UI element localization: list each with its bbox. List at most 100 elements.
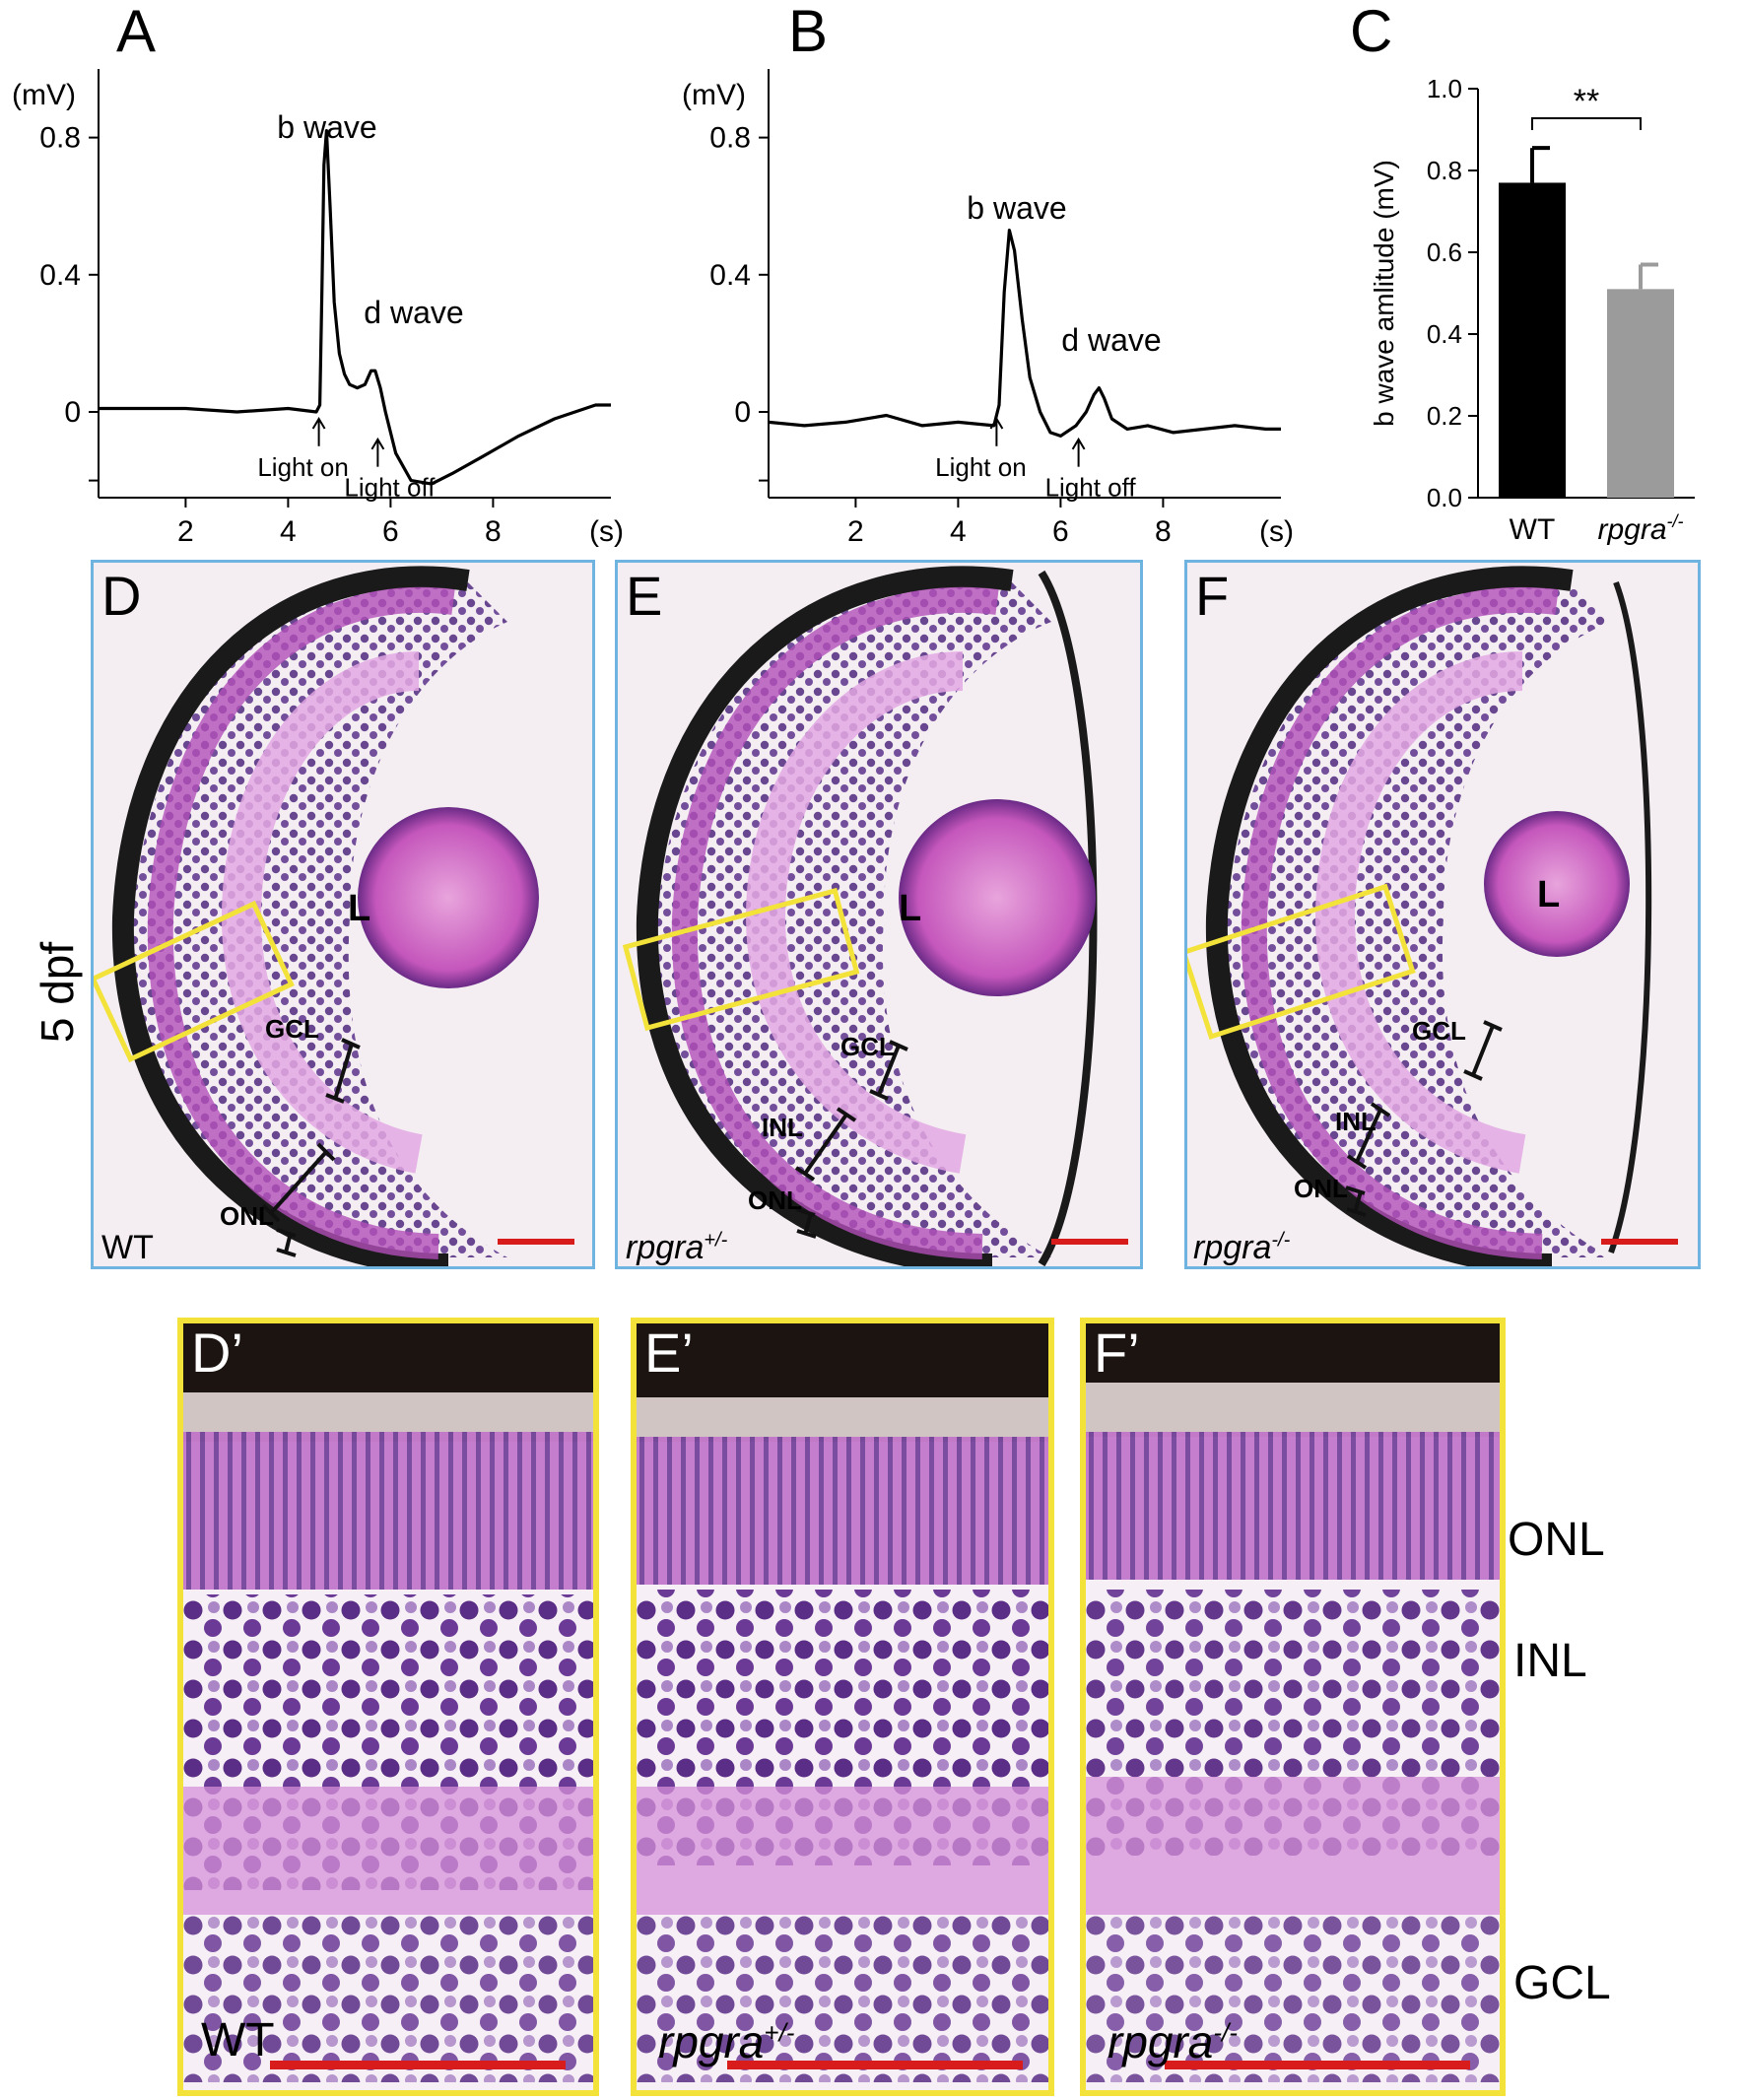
zoom-tissue-het [637, 1323, 1048, 2082]
retina-section-wt [94, 566, 574, 1266]
histology-panel-het: L GCL INL ONL E rpgra+/- [615, 560, 1143, 1269]
panel-letter-e: E [626, 565, 663, 627]
erg-chart-rpgra: (mV) (s) 0 0.4 0.8 2 4 6 8 b wave d wave Light on Li… [682, 69, 1294, 548]
chart-b-y-tick-label: 0.4 [709, 259, 751, 292]
chart-a-x-tick-label: 6 [382, 515, 399, 548]
chart-b-b-wave-label: b wave [967, 190, 1066, 226]
genotype-label-d: WT [101, 1229, 154, 1266]
chart-a-light-off-arrowhead [370, 437, 385, 450]
chart-c-y-tick-label: 0.6 [1427, 237, 1462, 267]
chart-c-bar [1499, 182, 1566, 498]
genotype-label-dp: WT [201, 2014, 275, 2066]
scale-bar-het [1051, 1239, 1128, 1245]
retina-section-ko [1187, 566, 1678, 1266]
genotype-sup-f: -/- [1271, 1229, 1291, 1252]
histology-panel-ko: L GCL INL ONL F rpgra-/- [1184, 560, 1701, 1269]
chart-a-light-on-label: Light on [257, 452, 349, 482]
chart-c-y-tick-label: 0.8 [1427, 156, 1462, 185]
chart-b-x-tick-label: 2 [847, 515, 864, 548]
panel-letter-a: A [116, 0, 157, 64]
lens [1484, 811, 1630, 957]
gcl-label-wt: GCL [265, 1014, 319, 1044]
chart-c-significance-stars: ** [1574, 83, 1599, 120]
onl-label-het: ONL [748, 1185, 802, 1215]
chart-b-light-on-label: Light on [935, 452, 1027, 482]
genotype-label-e: rpgra+/- [626, 1229, 727, 1266]
gcl-label-ko: GCL [1412, 1016, 1466, 1046]
scale-bar-zoom-ko [1165, 2061, 1470, 2069]
zoom-box-ko [1187, 883, 1416, 1041]
chart-b-x-tick-label: 8 [1155, 515, 1172, 548]
chart-a-light-on-arrowhead [311, 417, 326, 430]
stage-label-wrap: 5 dpf [18, 897, 97, 1074]
chart-a-trace [99, 129, 611, 486]
lens-label-ko: L [1537, 874, 1561, 915]
onl-label-ko: ONL [1294, 1174, 1348, 1203]
genotype-sup-ep: +/- [764, 2017, 795, 2048]
zoom-tissue-wt [183, 1323, 593, 2082]
genotype-sup-fp: -/- [1213, 2017, 1238, 2048]
chart-b-x-tick-label: 4 [950, 515, 967, 548]
erg-chart-wt: (mV) (s) 0 0.4 0.8 2 4 6 8 b wave d wave Light onLi… [12, 69, 624, 548]
chart-c-bar [1607, 289, 1674, 498]
chart-b-y-tick-label: 0.8 [709, 122, 751, 155]
lens [358, 807, 539, 988]
lens [899, 799, 1096, 996]
chart-a-y-tick-label: 0.4 [39, 259, 81, 292]
chart-c-y-label: b wave amlitude (mV) [1369, 160, 1399, 427]
chart-c-x-tick-label: rpgra-/- [1597, 511, 1683, 546]
scale-bar-zoom-het [727, 2061, 1023, 2069]
chart-b-light-on-arrowhead [989, 417, 1004, 430]
onl-label-wt: ONL [220, 1201, 274, 1231]
panel-letter-c: C [1350, 0, 1393, 64]
gcl-label-het: GCL [840, 1032, 895, 1061]
panel-letter-d: D [101, 565, 142, 627]
zoom-panel-wt: D’ WT [177, 1318, 599, 2096]
chart-a-d-wave-label: d wave [364, 295, 463, 330]
panel-letter-ep: E’ [644, 1321, 694, 1384]
lens-label-wt: L [348, 888, 371, 929]
chart-a-b-wave-label: b wave [277, 109, 376, 145]
zoom-gcl-label: GCL [1513, 1957, 1611, 2009]
zoom-panel-het: E’ rpgra+/- [631, 1318, 1054, 2096]
zoom-tissue-ko [1086, 1323, 1500, 2082]
chart-b-light-off-arrowhead [1071, 437, 1086, 450]
chart-a-x-tick-label: 4 [280, 515, 297, 548]
inl-label-het: INL [762, 1113, 803, 1142]
chart-a-x-unit: (s) [589, 515, 624, 548]
retina-section-het [622, 566, 1128, 1266]
b-wave-bar-chart: 0.0 0.2 0.4 0.6 0.8 1.0 b wave amlitude (mV) WT… [1369, 74, 1695, 546]
genotype-base-fp: rpgra [1108, 2016, 1214, 2067]
chart-b-x-tick-label: 6 [1052, 515, 1069, 548]
stage-label: 5 dpf [32, 941, 83, 1044]
zoom-panel-ko: F’ rpgra-/- [1080, 1318, 1506, 2096]
zoom-inl-label: INL [1513, 1635, 1587, 1687]
chart-c-y-tick-label: 0.2 [1427, 401, 1462, 431]
chart-c-significance-bracket [1531, 117, 1642, 130]
panel-letter-b: B [788, 0, 829, 64]
chart-a-light-off-label: Light off [344, 473, 436, 503]
genotype-base-ep: rpgra [658, 2016, 765, 2067]
lens-label-het: L [899, 888, 922, 929]
zoom-box-het [622, 887, 860, 1032]
genotype-label-fp: rpgra-/- [1108, 2015, 1238, 2068]
genotype-base-f: rpgra [1193, 1229, 1272, 1266]
genotype-base-e: rpgra [626, 1229, 705, 1266]
genotype-label-ep: rpgra+/- [658, 2015, 794, 2068]
scale-bar-zoom-wt [270, 2061, 566, 2069]
chart-a-y-tick-label: 0 [64, 396, 81, 429]
panel-letter-fp: F’ [1094, 1321, 1140, 1384]
scale-bar-wt [498, 1239, 574, 1245]
chart-c-y-tick-label: 0.4 [1427, 319, 1462, 349]
scale-bar-ko [1601, 1239, 1678, 1245]
zoom-onl-label: ONL [1508, 1514, 1605, 1566]
chart-c-y-tick-label: 0.0 [1427, 483, 1462, 512]
chart-b-trace [768, 229, 1281, 438]
genotype-label-f: rpgra-/- [1193, 1229, 1291, 1266]
panel-letter-f: F [1195, 565, 1230, 627]
chart-b-d-wave-label: d wave [1061, 322, 1161, 358]
chart-b-y-unit: (mV) [682, 79, 746, 111]
chart-a-x-tick-label: 2 [177, 515, 194, 548]
chart-a-y-tick-label: 0.8 [39, 122, 81, 155]
inl-label-ko: INL [1335, 1107, 1377, 1136]
